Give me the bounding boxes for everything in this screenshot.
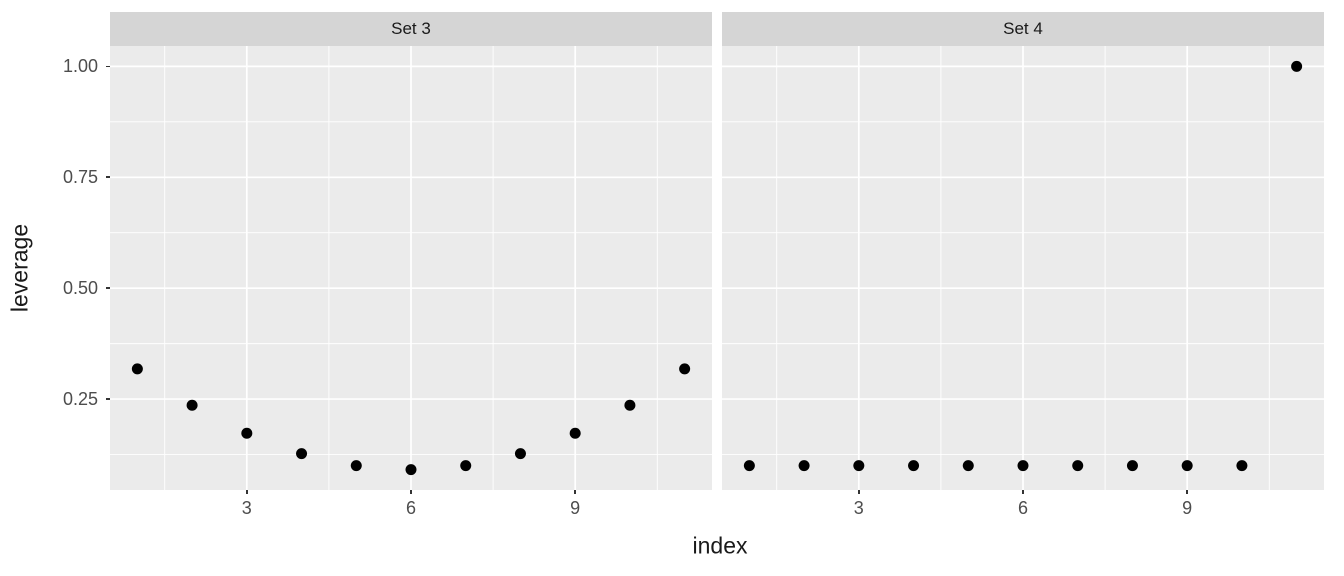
- y-axis-tick-label: 0.25: [62, 389, 98, 410]
- x-axis-tick-mark: [410, 490, 412, 494]
- data-point: [962, 460, 974, 472]
- facet-strip-label: Set 4: [1003, 19, 1043, 38]
- data-point: [569, 427, 581, 439]
- x-axis-tick-mark: [1022, 490, 1024, 494]
- y-axis-tick-label: 1.00: [62, 56, 98, 77]
- x-axis-tick-mark: [858, 490, 860, 494]
- y-axis-tick-mark: [106, 65, 110, 68]
- data-point: [1017, 460, 1029, 472]
- facet-strip: Set 3: [110, 12, 712, 46]
- y-axis-tick-label: 0.50: [62, 278, 98, 299]
- data-point: [514, 448, 526, 460]
- data-point: [241, 427, 253, 439]
- data-point: [908, 460, 920, 472]
- data-point: [743, 460, 755, 472]
- x-axis-tick-label: 3: [241, 498, 252, 518]
- data-point: [405, 464, 417, 476]
- x-axis-title: index: [692, 532, 748, 559]
- data-point: [853, 460, 865, 472]
- x-axis-tick-label: 3: [853, 498, 864, 518]
- facet-panel: [110, 46, 712, 490]
- data-point: [186, 399, 198, 411]
- y-axis-tick-label: 0.75: [62, 167, 98, 188]
- data-point: [679, 363, 691, 375]
- data-point: [460, 460, 472, 472]
- facet-panel: [722, 46, 1324, 490]
- data-point: [624, 399, 636, 411]
- data-point: [1126, 460, 1138, 472]
- x-axis-tick-label: 9: [1182, 498, 1193, 518]
- x-axis-tick-label: 9: [570, 498, 581, 518]
- x-axis-tick-label: 6: [405, 498, 417, 518]
- y-axis-title: leverage: [6, 223, 33, 313]
- data-point: [350, 460, 362, 472]
- facet-strip-label: Set 3: [391, 19, 431, 38]
- data-point: [1236, 460, 1248, 472]
- x-axis-tick-label: 6: [1017, 498, 1029, 518]
- data-point: [131, 363, 143, 375]
- data-point: [1072, 460, 1084, 472]
- y-axis-tick-mark: [106, 176, 110, 179]
- y-axis-tick-mark: [106, 287, 110, 289]
- data-point: [296, 448, 308, 460]
- x-axis-tick-mark: [246, 490, 248, 494]
- data-point: [1291, 60, 1303, 72]
- facet-strip: Set 4: [722, 12, 1324, 46]
- data-point: [1181, 460, 1193, 472]
- x-axis-tick-mark: [574, 490, 576, 494]
- x-axis-tick-mark: [1186, 490, 1188, 494]
- y-axis-tick-mark: [106, 398, 110, 400]
- data-point: [798, 460, 810, 472]
